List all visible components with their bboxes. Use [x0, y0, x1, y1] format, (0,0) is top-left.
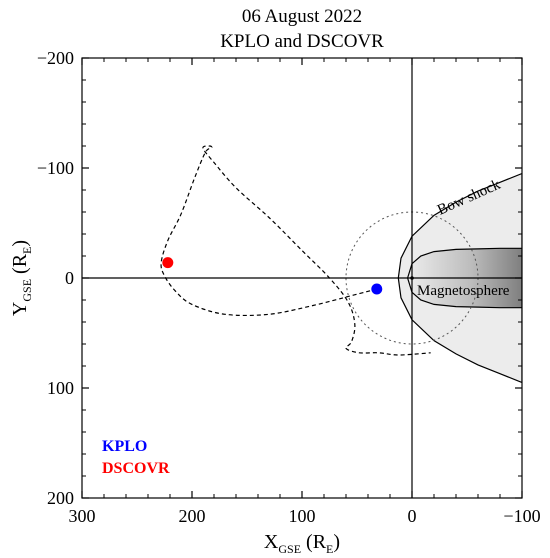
- x-tick-label: 300: [69, 506, 96, 526]
- x-axis-label: XGSE (RE): [264, 531, 340, 556]
- svg-text:YGSE (RE): YGSE (RE): [9, 240, 34, 316]
- kplo-trajectory: [160, 145, 431, 356]
- y-tick-label: −100: [37, 158, 74, 178]
- svg-text:XGSE (RE): XGSE (RE): [264, 531, 340, 556]
- x-tick-label: 0: [408, 506, 417, 526]
- legend-dscovr: DSCOVR: [102, 460, 170, 477]
- dscovr-marker: [162, 257, 174, 269]
- x-axis-label-close: ): [333, 531, 340, 553]
- x-axis-label-unit: (R: [301, 531, 327, 553]
- y-axis-label-close: ): [9, 240, 31, 247]
- x-axis-label-sub: GSE: [278, 542, 301, 556]
- y-axis-label-unit-sub: E: [20, 247, 34, 254]
- plot-area: [82, 58, 522, 498]
- chart-subtitle: KPLO and DSCOVR: [220, 31, 384, 52]
- y-axis-label-main: Y: [9, 302, 31, 316]
- y-axis-label-unit: (R: [9, 253, 31, 279]
- series-markers: [162, 257, 383, 295]
- legend-kplo: KPLO: [102, 438, 147, 455]
- y-tick-label: 200: [47, 488, 74, 508]
- x-axis-label-main: X: [264, 531, 279, 553]
- y-axis-label: YGSE (RE): [9, 240, 34, 316]
- chart-title: 06 August 2022: [242, 6, 362, 27]
- kplo-marker: [371, 283, 383, 295]
- y-axis-label-sub: GSE: [20, 279, 34, 302]
- x-axis-label-unit-sub: E: [326, 542, 333, 556]
- y-tick-label: 100: [47, 378, 74, 398]
- y-tick-label: −200: [37, 48, 74, 68]
- x-tick-label: 100: [289, 506, 316, 526]
- x-tick-label: 200: [179, 506, 206, 526]
- magnetosphere-label: Magnetosphere: [417, 283, 510, 299]
- legend: KPLO DSCOVR: [102, 438, 170, 477]
- earth-marker: [410, 276, 414, 280]
- y-tick-label: 0: [65, 268, 74, 288]
- x-tick-label: −100: [503, 506, 540, 526]
